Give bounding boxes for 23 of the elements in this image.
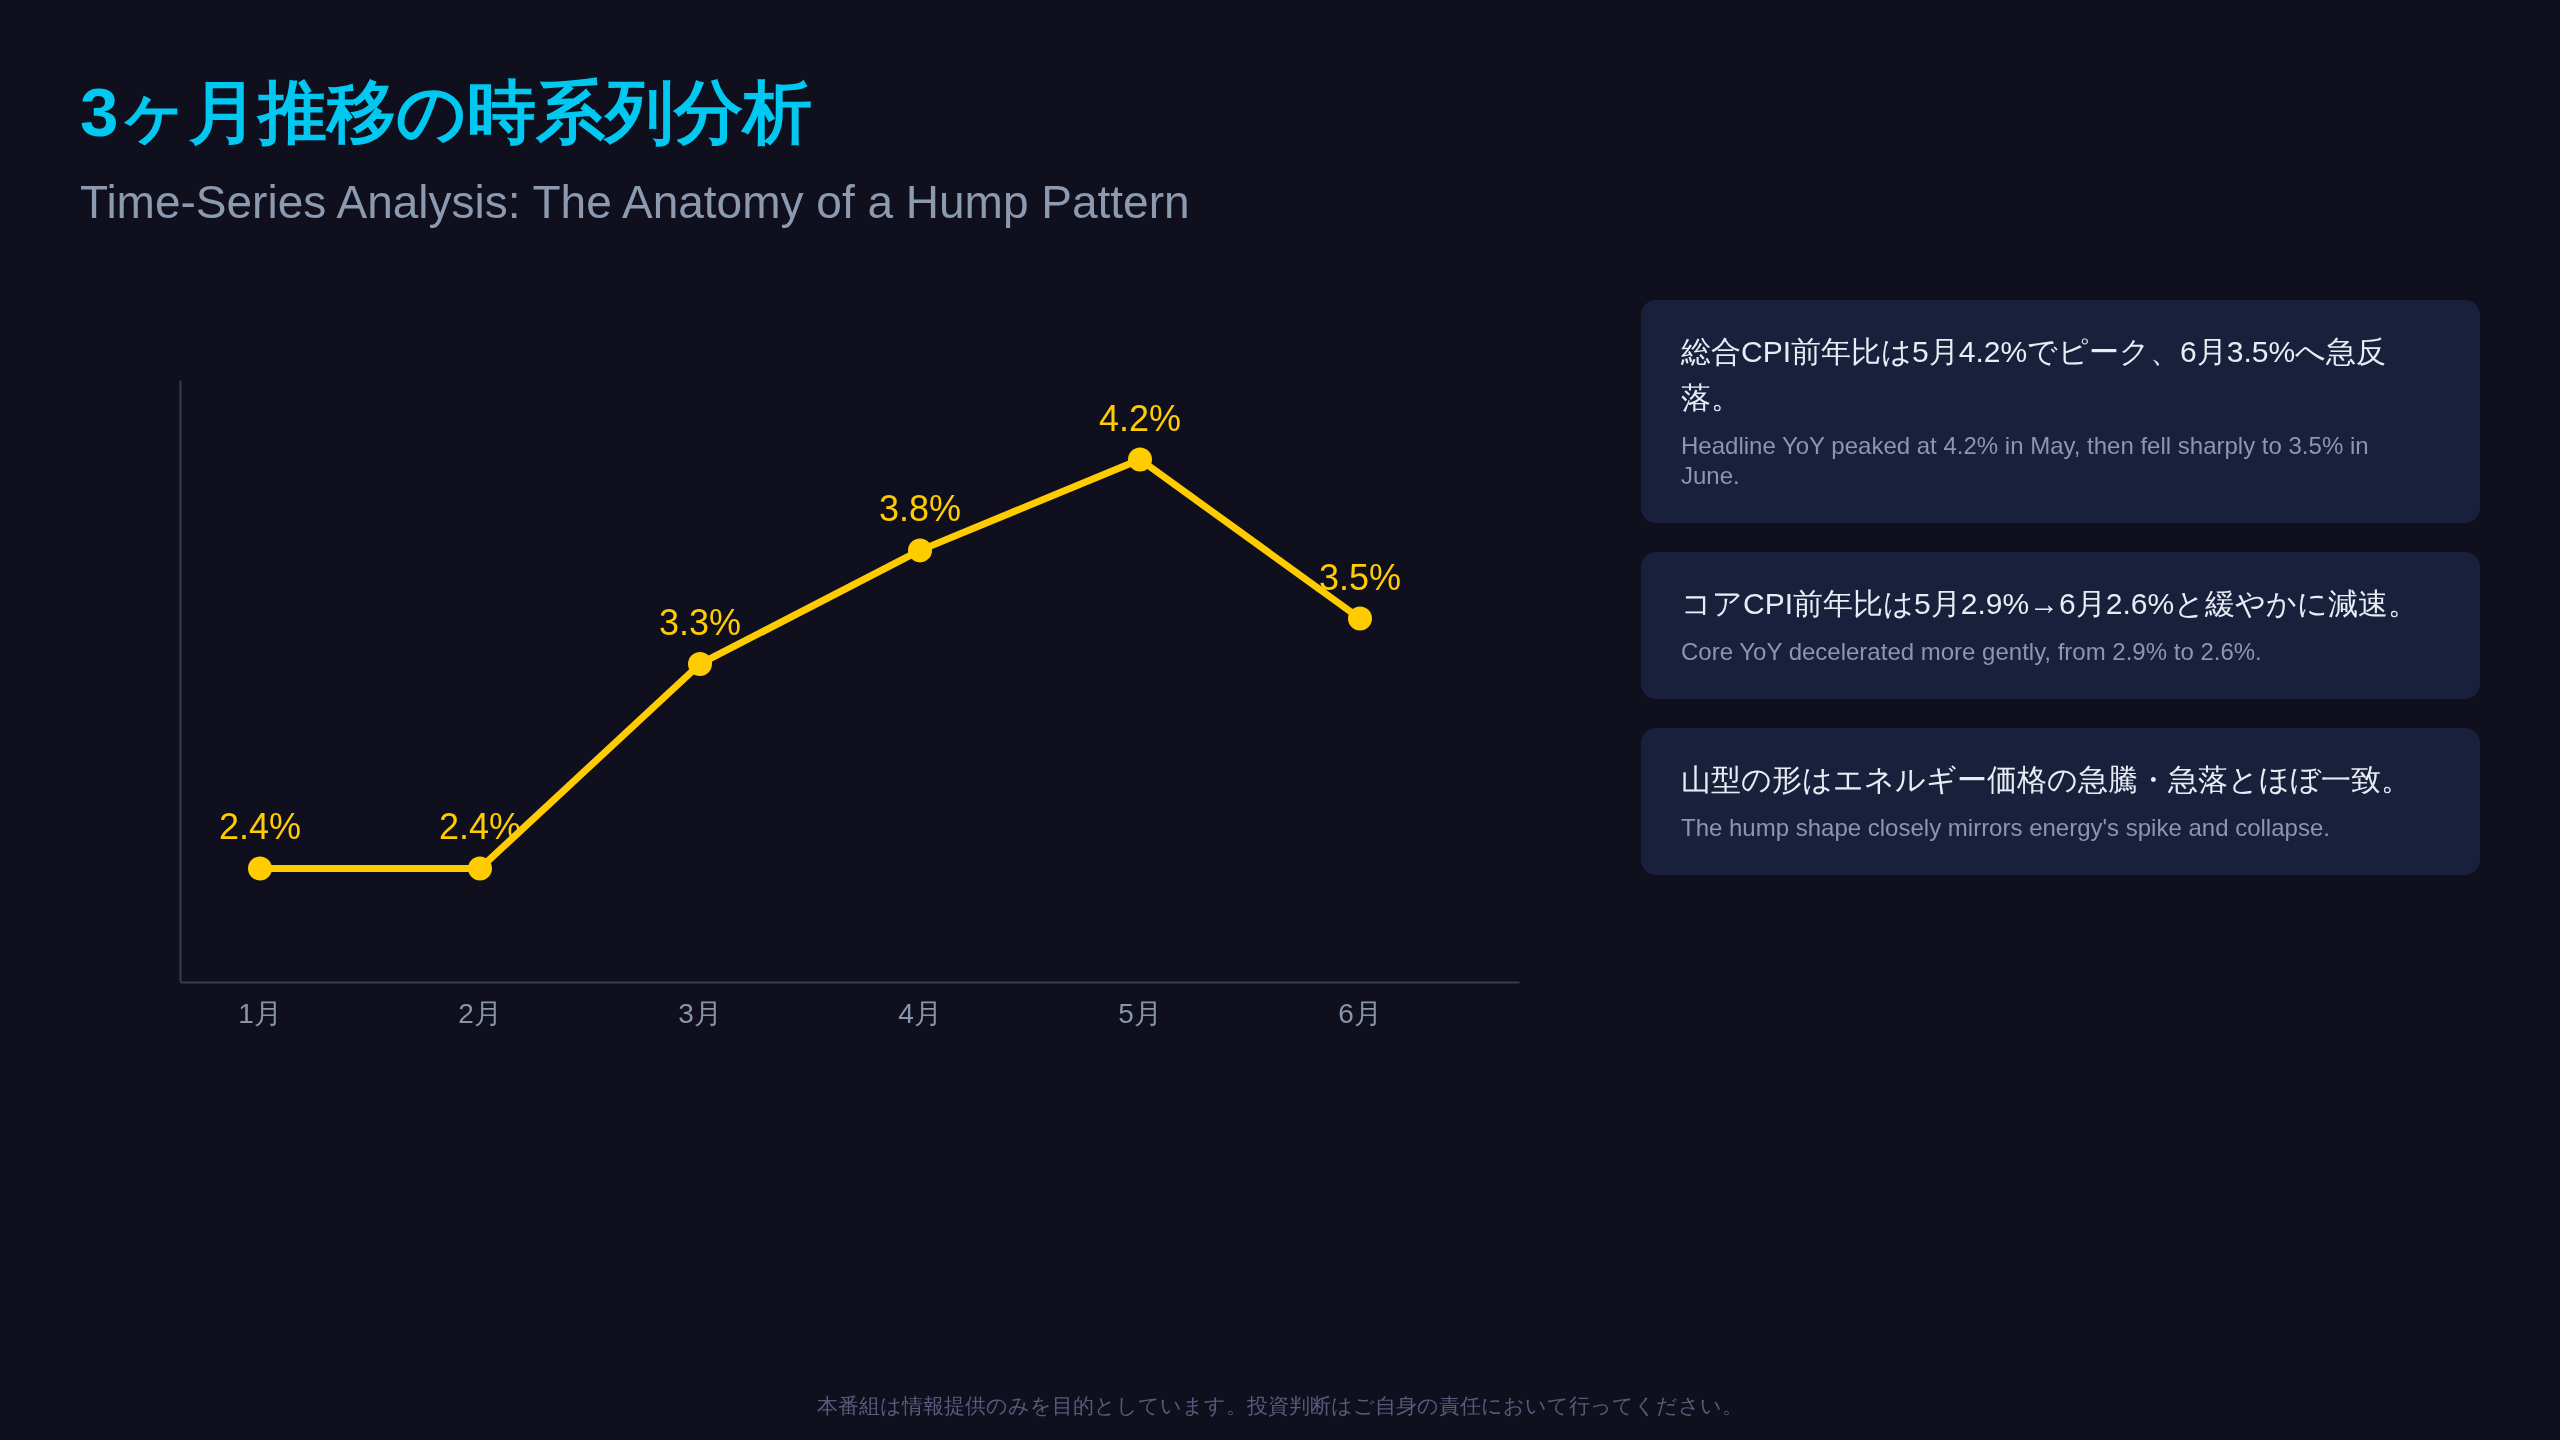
data-label: 4.2% bbox=[1098, 397, 1182, 439]
x-tick-label: 1月 bbox=[238, 998, 282, 1029]
chart-title: 3ヶ月推移の時系列分析 bbox=[80, 74, 813, 151]
point bbox=[468, 856, 492, 881]
x-tick-label: 3月 bbox=[678, 998, 722, 1029]
data-label: 2.4% bbox=[218, 806, 302, 848]
point bbox=[908, 538, 932, 563]
x-tick-label: 4月 bbox=[898, 998, 942, 1029]
chart-subtitle: Time-Series Analysis: The Anatomy of a Hump Pattern bbox=[80, 176, 1190, 228]
point bbox=[248, 856, 272, 881]
data-label: 3.8% bbox=[878, 488, 962, 530]
data-label: 3.5% bbox=[1318, 556, 1402, 598]
x-tick-label: 6月 bbox=[1338, 998, 1382, 1029]
note-card: 山型の形はエネルギー価格の急騰・急落とほぼ一致。 The hump shape closely mirrors energy's spike and collapse. bbox=[1641, 728, 2480, 875]
x-tick-label: 2月 bbox=[458, 998, 502, 1029]
point bbox=[1348, 606, 1372, 631]
x-tick-label: 5月 bbox=[1118, 998, 1162, 1029]
note-card: 総合CPI前年比は5月4.2%でピーク、6月3.5%へ急反落。 Headline YoY peaked at 4.2% in May, then fell sharply to 3.5% in June. bbox=[1641, 300, 2480, 523]
note-card: コアCPI前年比は5月2.9%→6月2.6%と緩やかに減速。 Core YoY decelerated more gently, from 2.9% to 2.6%. bbox=[1641, 552, 2480, 699]
point bbox=[1128, 447, 1152, 472]
text: 本番組は情報提供のみを目的としています。投資判断はご自身の責任において行ってください。 bbox=[817, 1394, 1743, 1417]
point bbox=[688, 651, 712, 676]
data-label: 3.3% bbox=[658, 601, 742, 643]
